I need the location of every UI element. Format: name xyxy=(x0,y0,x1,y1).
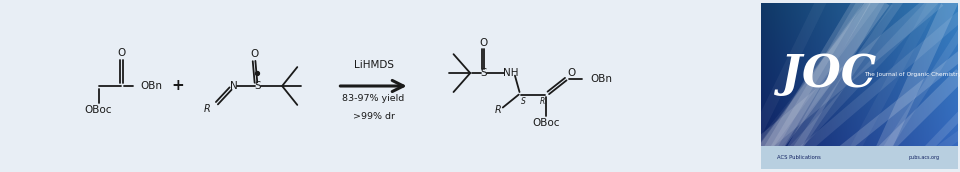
Text: O: O xyxy=(479,37,488,48)
Text: OBoc: OBoc xyxy=(84,105,111,115)
Text: S: S xyxy=(481,68,487,78)
Bar xyxy=(761,146,958,169)
Text: S: S xyxy=(521,97,526,106)
Text: JOC: JOC xyxy=(781,53,876,96)
Text: O: O xyxy=(117,48,126,58)
Text: >99% dr: >99% dr xyxy=(352,112,395,121)
Text: O: O xyxy=(567,68,575,78)
Text: LiHMDS: LiHMDS xyxy=(353,60,394,69)
Text: R: R xyxy=(540,97,545,106)
Text: +: + xyxy=(172,78,184,94)
Text: O: O xyxy=(250,49,258,59)
Text: NH: NH xyxy=(503,68,518,78)
Text: 83-97% yield: 83-97% yield xyxy=(343,94,404,103)
Text: The Journal of Organic Chemistry: The Journal of Organic Chemistry xyxy=(864,72,960,77)
Text: OBn: OBn xyxy=(140,81,162,91)
Text: R: R xyxy=(495,105,502,115)
Text: pubs.acs.org: pubs.acs.org xyxy=(909,155,940,160)
Text: R: R xyxy=(204,104,210,114)
Text: OBn: OBn xyxy=(590,74,612,84)
Text: ACS Publications: ACS Publications xyxy=(777,155,821,160)
Text: OBoc: OBoc xyxy=(532,118,560,128)
Text: S: S xyxy=(254,81,261,91)
Text: N: N xyxy=(229,81,237,91)
